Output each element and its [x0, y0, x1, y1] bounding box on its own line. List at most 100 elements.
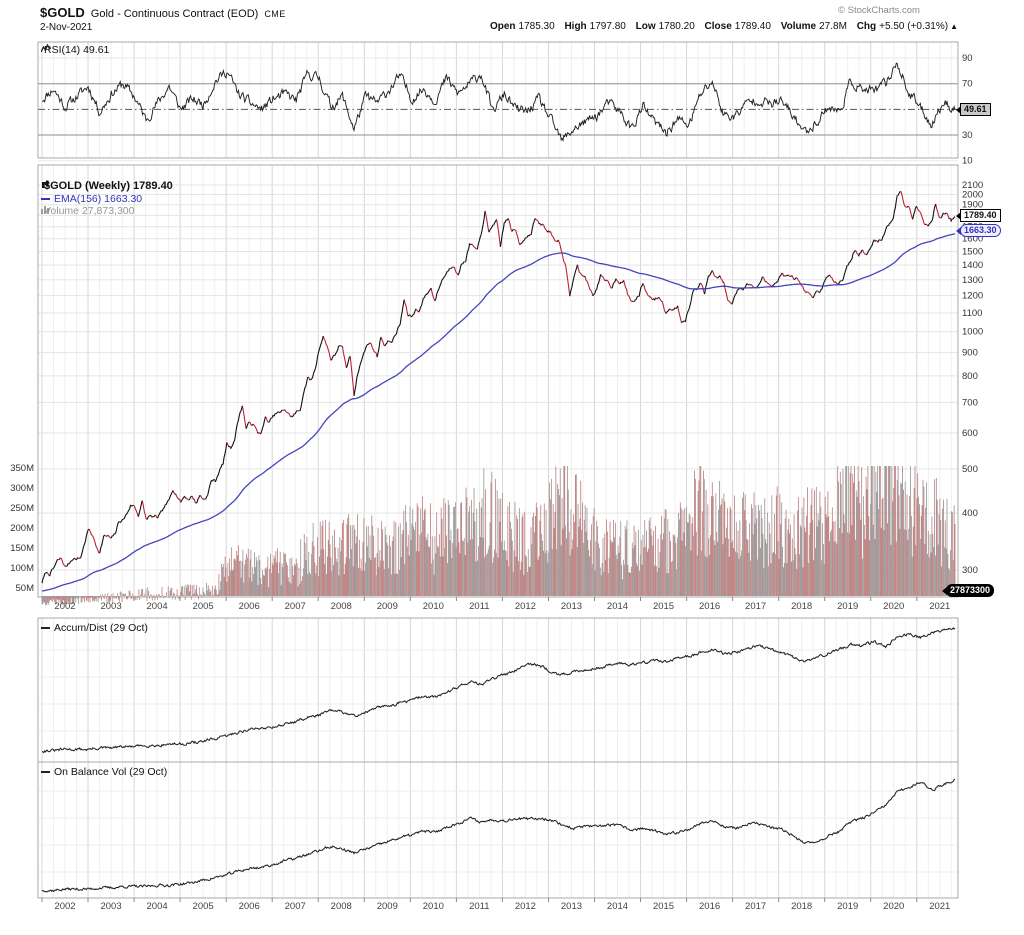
svg-text:2015: 2015	[653, 901, 674, 912]
svg-text:2016: 2016	[699, 901, 720, 912]
accum-dist-line-icon	[41, 627, 50, 630]
svg-text:2007: 2007	[285, 601, 306, 612]
chart-description: Gold - Continuous Contract (EOD)	[90, 8, 259, 20]
svg-text:300M: 300M	[10, 483, 34, 494]
quote-bar: Open 1785.30 High 1797.80 Low 1780.20 Close…	[0, 21, 958, 32]
svg-text:800: 800	[962, 371, 978, 382]
volume-legend-label: Volume 27,873,300	[44, 205, 135, 217]
obv-line-icon	[41, 771, 50, 774]
svg-text:1100: 1100	[962, 308, 982, 319]
svg-text:1000: 1000	[962, 327, 983, 338]
ema-legend: EMA(156) 1663.30	[41, 193, 142, 205]
svg-text:2021: 2021	[929, 601, 950, 612]
chart-header: $GOLD Gold - Continuous Contract (EOD) CME	[40, 4, 286, 22]
svg-text:700: 700	[962, 397, 978, 408]
low-label: Low	[635, 21, 656, 32]
open-label: Open	[489, 21, 516, 32]
svg-text:2019: 2019	[837, 601, 858, 612]
svg-text:1200: 1200	[962, 291, 983, 302]
rsi-legend-label: RSI(14) 49.61	[44, 44, 110, 56]
volume-label: Volume	[780, 21, 817, 32]
svg-text:2002: 2002	[54, 901, 75, 912]
chg-value: +5.50 (+0.31%)	[879, 21, 949, 32]
svg-text:2012: 2012	[515, 601, 536, 612]
svg-text:10: 10	[962, 156, 973, 167]
svg-text:350M: 350M	[10, 463, 34, 474]
up-arrow-icon: ▲	[950, 22, 958, 31]
svg-text:2018: 2018	[791, 601, 812, 612]
svg-text:2006: 2006	[239, 901, 260, 912]
svg-text:200M: 200M	[10, 523, 34, 534]
svg-text:90: 90	[962, 53, 973, 64]
svg-text:2011: 2011	[469, 901, 489, 912]
close-label: Close	[704, 21, 732, 32]
svg-text:300: 300	[962, 565, 978, 576]
svg-text:2021: 2021	[929, 901, 950, 912]
svg-text:1500: 1500	[962, 246, 983, 257]
svg-text:100M: 100M	[10, 563, 34, 574]
svg-text:50M: 50M	[16, 583, 35, 594]
high-label: High	[564, 21, 587, 32]
low-value: 1780.20	[658, 21, 695, 32]
svg-text:2017: 2017	[745, 601, 766, 612]
svg-text:2007: 2007	[285, 901, 306, 912]
svg-text:400: 400	[962, 508, 978, 519]
svg-text:2012: 2012	[515, 901, 536, 912]
price-legend-label: $GOLD (Weekly) 1789.40	[44, 180, 173, 192]
open-value: 1785.30	[518, 21, 555, 32]
svg-text:2009: 2009	[377, 601, 398, 612]
svg-text:2015: 2015	[653, 601, 674, 612]
ema-line-icon	[41, 198, 50, 201]
ema-value-box: 1663.30	[956, 224, 1001, 237]
exchange-code: CME	[264, 9, 286, 19]
svg-text:1600: 1600	[962, 234, 983, 245]
svg-text:2013: 2013	[561, 601, 582, 612]
svg-text:2005: 2005	[193, 601, 214, 612]
svg-text:2009: 2009	[377, 901, 398, 912]
svg-text:2013: 2013	[561, 901, 582, 912]
price-value-box: 1789.40	[956, 209, 1001, 222]
volume-value: 27.8M	[819, 21, 847, 32]
accum-dist-legend-label: Accum/Dist (29 Oct)	[54, 622, 148, 634]
svg-text:500: 500	[962, 464, 978, 475]
svg-text:2004: 2004	[147, 601, 168, 612]
svg-text:250M: 250M	[10, 503, 34, 514]
ema-legend-label: EMA(156) 1663.30	[54, 193, 143, 205]
chart-date: 2-Nov-2021	[40, 22, 93, 33]
svg-text:2016: 2016	[699, 601, 720, 612]
chg-label: Chg	[856, 21, 877, 32]
svg-text:30: 30	[962, 130, 973, 141]
svg-text:1300: 1300	[962, 275, 983, 286]
svg-text:2014: 2014	[607, 901, 628, 912]
svg-text:1400: 1400	[962, 260, 983, 271]
svg-text:2008: 2008	[331, 901, 352, 912]
svg-text:70: 70	[962, 79, 973, 90]
svg-text:2011: 2011	[469, 601, 489, 612]
svg-text:2018: 2018	[791, 901, 812, 912]
close-value: 1789.40	[734, 21, 771, 32]
svg-text:600: 600	[962, 428, 978, 439]
rsi-value-box: 49.61	[956, 103, 991, 116]
volume-legend: Volume 27,873,300	[41, 205, 135, 217]
volume-value-box: 27873300	[941, 584, 995, 597]
svg-text:2019: 2019	[837, 901, 858, 912]
svg-text:2020: 2020	[883, 901, 904, 912]
symbol: $GOLD	[40, 5, 85, 20]
svg-text:2010: 2010	[423, 901, 444, 912]
rsi-legend: RSI(14) 49.61	[41, 44, 109, 56]
copyright: © StockCharts.com	[838, 5, 920, 16]
price-legend: $GOLD (Weekly) 1789.40	[41, 180, 173, 192]
svg-text:150M: 150M	[10, 543, 34, 554]
svg-text:2014: 2014	[607, 601, 628, 612]
svg-text:2008: 2008	[331, 601, 352, 612]
svg-text:900: 900	[962, 348, 978, 359]
svg-text:2017: 2017	[745, 901, 766, 912]
svg-text:2002: 2002	[54, 601, 75, 612]
accum-dist-legend: Accum/Dist (29 Oct)	[41, 622, 148, 634]
svg-text:1900: 1900	[962, 200, 983, 211]
svg-text:2003: 2003	[100, 901, 121, 912]
svg-text:2005: 2005	[193, 901, 214, 912]
svg-text:2004: 2004	[147, 901, 168, 912]
